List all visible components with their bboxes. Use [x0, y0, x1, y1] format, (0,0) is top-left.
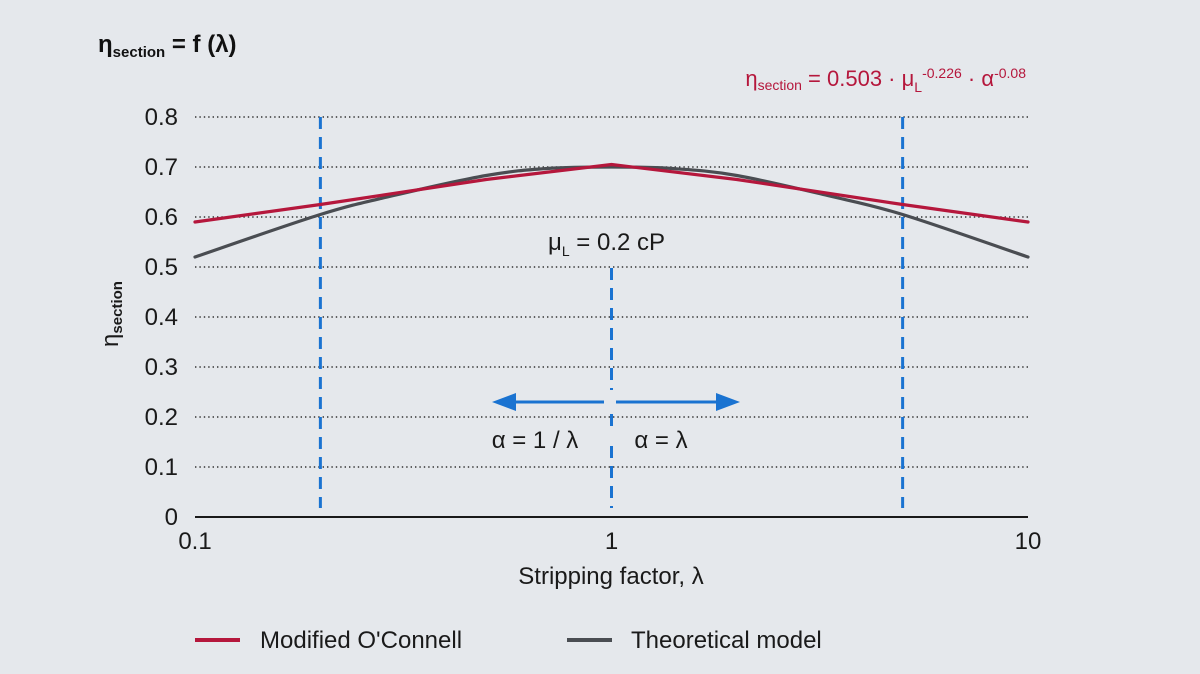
series-line-oconnell: [193, 162, 1030, 224]
y-tick-label: 0.7: [145, 154, 178, 181]
legend-label-oconnell: Modified O'Connell: [260, 627, 462, 654]
y-tick-label: 0: [165, 504, 178, 531]
x-axis-label: Stripping factor, λ: [518, 563, 703, 590]
x-tick-label: 0.1: [178, 528, 211, 555]
mu-annotation: μL = 0.2 cP: [548, 229, 665, 259]
formula-sub-L: L: [914, 79, 922, 95]
x-tick-labels: 0.1 1 10: [178, 528, 1041, 555]
series-line-theoretical: [193, 165, 1030, 259]
title-subscript: section: [113, 44, 166, 61]
formula-text1: = 0.503 · μ: [802, 66, 914, 91]
formula-exp1: -0.226: [922, 65, 962, 81]
y-axis-label: ηsection: [97, 281, 126, 347]
formula-text2: · α: [962, 66, 995, 91]
series-lines: [193, 162, 1030, 259]
left-arrow-head: [492, 393, 516, 411]
y-tick-label: 0.8: [145, 104, 178, 131]
legend-label-theoretical: Theoretical model: [631, 627, 822, 654]
y-tick-label: 0.4: [145, 304, 178, 331]
x-tick-label: 1: [605, 528, 618, 555]
formula-symbol: η: [745, 66, 757, 91]
y-tick-label: 0.3: [145, 354, 178, 381]
formula: ηsection = 0.503 · μL-0.226 · α-0.08: [745, 65, 1026, 95]
left-arrow-label: α = 1 / λ: [492, 427, 579, 454]
y-tick-label: 0.5: [145, 254, 178, 281]
mu-subscript: L: [562, 243, 570, 259]
right-arrow-label: α = λ: [634, 427, 687, 454]
right-arrow-head: [716, 393, 740, 411]
y-tick-label: 0.2: [145, 404, 178, 431]
mu-rest: = 0.2 cP: [570, 229, 665, 256]
y-tick-label: 0.6: [145, 204, 178, 231]
x-tick-label: 10: [1015, 528, 1042, 555]
y-tick-labels: 0 0.1 0.2 0.3 0.4 0.5 0.6 0.7 0.8: [145, 104, 178, 531]
mu-symbol: μ: [548, 229, 562, 256]
title-rest: = f (λ): [165, 31, 236, 58]
vertical-guides: [318, 117, 905, 508]
y-tick-label: 0.1: [145, 454, 178, 481]
chart-title: ηsection = f (λ): [98, 31, 237, 61]
title-symbol: η: [98, 31, 113, 58]
y-axis-label-symbol: η: [97, 334, 124, 347]
formula-exp2: -0.08: [994, 65, 1026, 81]
y-axis-label-subscript: section: [109, 281, 126, 334]
formula-subscript: section: [758, 77, 802, 93]
